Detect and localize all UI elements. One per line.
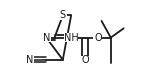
Text: N: N [26,55,33,65]
Bar [64,33,78,42]
Text: N: N [42,33,50,43]
Bar [58,11,67,20]
Text: O: O [81,55,89,65]
Text: O: O [94,33,102,43]
Bar [80,56,90,64]
Bar [93,33,103,42]
Bar [25,56,34,64]
Text: NH: NH [64,33,78,43]
Bar [42,33,51,42]
Text: S: S [60,10,66,20]
